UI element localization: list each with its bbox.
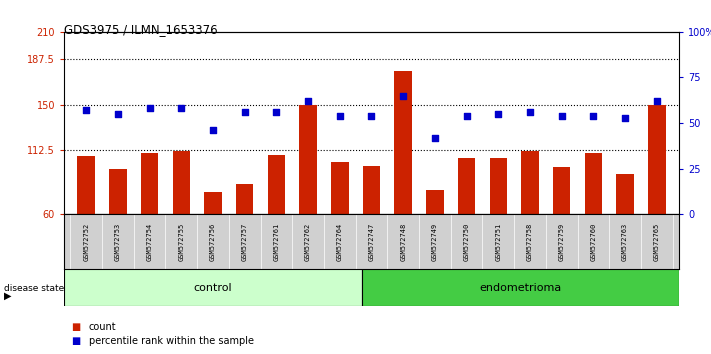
Bar (173, 151, 190, 214)
Point (112, 111, 124, 117)
Point (271, 109, 282, 115)
Text: GSM572764: GSM572764 (337, 222, 343, 261)
Text: GSM572751: GSM572751 (496, 222, 501, 261)
Text: percentile rank within the sample: percentile rank within the sample (89, 336, 254, 346)
Bar (109, 169, 127, 214)
Bar (204, 192, 222, 214)
Text: GSM572758: GSM572758 (527, 222, 533, 261)
Bar (331, 162, 348, 214)
Text: control: control (193, 282, 232, 293)
Text: GSM572759: GSM572759 (559, 222, 565, 261)
Text: GSM572760: GSM572760 (590, 222, 597, 261)
Bar (553, 167, 570, 214)
Text: count: count (89, 322, 117, 332)
Text: GSM572753: GSM572753 (115, 222, 121, 261)
Point (651, 98, 663, 104)
Point (493, 111, 504, 117)
Point (80, 107, 92, 113)
Point (397, 93, 409, 98)
Point (239, 109, 250, 115)
Text: endometrioma: endometrioma (479, 282, 562, 293)
Text: GDS3975 / ILMN_1653376: GDS3975 / ILMN_1653376 (64, 23, 218, 36)
Text: GSM572754: GSM572754 (146, 222, 153, 261)
Bar (363, 166, 380, 214)
Text: GSM572747: GSM572747 (368, 222, 375, 261)
Text: GSM572749: GSM572749 (432, 222, 438, 261)
Point (302, 98, 314, 104)
Bar (362, 269, 679, 306)
Point (429, 135, 441, 141)
Point (334, 113, 346, 119)
Text: GSM572765: GSM572765 (654, 222, 660, 261)
Bar (267, 155, 285, 214)
Text: GSM572750: GSM572750 (464, 222, 469, 261)
Bar (648, 105, 665, 214)
Bar (299, 105, 317, 214)
Text: ■: ■ (71, 336, 80, 346)
Bar (236, 184, 253, 214)
Point (461, 113, 472, 119)
Point (619, 115, 631, 120)
Point (365, 113, 377, 119)
Text: GSM572761: GSM572761 (274, 222, 279, 261)
Bar (584, 153, 602, 214)
Text: GSM572756: GSM572756 (210, 222, 216, 261)
Bar (77, 156, 95, 214)
Text: GSM572755: GSM572755 (178, 222, 184, 261)
Point (176, 105, 187, 111)
Bar (616, 174, 634, 214)
Text: GSM572757: GSM572757 (242, 222, 247, 261)
Bar (141, 153, 159, 214)
Text: disease state: disease state (4, 284, 64, 293)
Bar (521, 151, 539, 214)
Bar (490, 158, 507, 214)
Text: ▶: ▶ (4, 291, 11, 301)
Point (556, 113, 567, 119)
Bar (426, 190, 444, 214)
Point (144, 105, 155, 111)
Bar (395, 71, 412, 214)
Text: ■: ■ (71, 322, 80, 332)
Point (524, 109, 535, 115)
Text: GSM572752: GSM572752 (83, 222, 89, 261)
Text: GSM572748: GSM572748 (400, 222, 406, 261)
Text: GSM572762: GSM572762 (305, 222, 311, 261)
Text: GSM572763: GSM572763 (622, 222, 628, 261)
Bar (458, 158, 476, 214)
Point (208, 127, 219, 133)
Point (588, 113, 599, 119)
Bar (64, 269, 362, 306)
